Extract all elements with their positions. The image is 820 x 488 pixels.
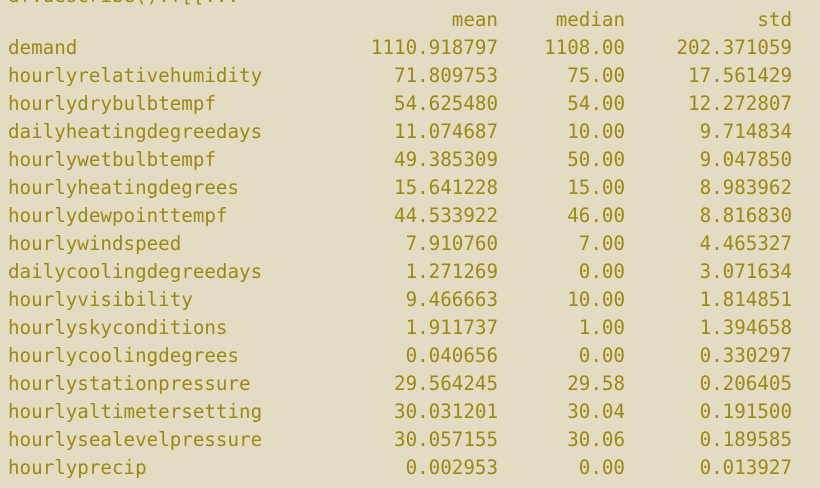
clipped-code-line: df.describe().T[[...	[8, 0, 239, 6]
cell-mean: 29.564245	[394, 372, 498, 395]
table-row: hourlyvisibility 9.466663 10.00 1.814851	[0, 286, 820, 314]
row-label: dailyheatingdegreedays	[8, 120, 263, 143]
cell-std: 0.330297	[699, 344, 792, 367]
cell-median: 29.58	[567, 372, 625, 395]
cell-mean: 11.074687	[394, 120, 498, 143]
cell-mean: 1.271269	[405, 260, 498, 283]
row-label: hourlyskyconditions	[8, 316, 228, 339]
row-label: hourlyheatingdegrees	[8, 176, 240, 199]
table-row: hourlysealevelpressure 30.057155 30.06 0.18…	[0, 426, 820, 454]
table-row: hourlyrelativehumidity 71.809753 75.00 17.5…	[0, 62, 820, 90]
cell-std: 8.983962	[699, 176, 792, 199]
row-label: hourlystationpressure	[8, 372, 251, 395]
cell-median: 0.00	[578, 344, 625, 367]
cell-std: 0.191500	[699, 400, 792, 423]
cell-median: 30.04	[567, 400, 625, 423]
column-header-median: median	[555, 8, 625, 31]
cell-median: 50.00	[567, 148, 625, 171]
row-label: hourlywetbulbtempf	[8, 148, 216, 171]
cell-std: 17.561429	[688, 64, 792, 87]
cell-mean: 9.466663	[405, 288, 498, 311]
cell-std: 0.013927	[699, 456, 792, 479]
cell-mean: 71.809753	[394, 64, 498, 87]
cell-median: 1.00	[578, 316, 625, 339]
row-label: hourlyprecip	[8, 456, 147, 479]
cell-mean: 44.533922	[394, 204, 498, 227]
cell-median: 54.00	[567, 92, 625, 115]
row-label: hourlywindspeed	[8, 232, 182, 255]
column-header-mean: mean	[451, 8, 498, 31]
cell-median: 75.00	[567, 64, 625, 87]
cell-mean: 49.385309	[394, 148, 498, 171]
row-label: hourlycoolingdegrees	[8, 344, 240, 367]
cell-mean: 1.911737	[405, 316, 498, 339]
cell-std: 1.394658	[699, 316, 792, 339]
cell-mean: 30.057155	[394, 428, 498, 451]
table-row: hourlystationpressure 29.564245 29.58 0.206…	[0, 370, 820, 398]
row-label: hourlydewpointtempf	[8, 204, 228, 227]
table-row: hourlydewpointtempf 44.533922 46.00 8.81683…	[0, 202, 820, 230]
cell-std: 12.272807	[688, 92, 792, 115]
cell-median: 15.00	[567, 176, 625, 199]
cell-std: 3.071634	[699, 260, 792, 283]
cell-median: 10.00	[567, 120, 625, 143]
cell-mean: 54.625480	[394, 92, 498, 115]
table-row: dailycoolingdegreedays 1.271269 0.00 3.0716…	[0, 258, 820, 286]
cell-mean: 0.002953	[405, 456, 498, 479]
cell-median: 30.06	[567, 428, 625, 451]
cell-std: 1.814851	[699, 288, 792, 311]
header-row: mean median std	[0, 6, 820, 34]
table-row: demand 1110.918797 1108.00 202.371059	[0, 34, 820, 62]
table-row: hourlydrybulbtempf 54.625480 54.00 12.27280…	[0, 90, 820, 118]
table-row: hourlycoolingdegrees 0.040656 0.00 0.330297	[0, 342, 820, 370]
row-label: hourlydrybulbtempf	[8, 92, 216, 115]
row-label: hourlyvisibility	[8, 288, 193, 311]
cell-mean: 30.031201	[394, 400, 498, 423]
cell-median: 7.00	[578, 232, 625, 255]
cell-std: 9.714834	[699, 120, 792, 143]
row-label: dailycoolingdegreedays	[8, 260, 263, 283]
cell-mean: 0.040656	[405, 344, 498, 367]
cell-std: 8.816830	[699, 204, 792, 227]
table-row: hourlywindspeed 7.910760 7.00 4.465327	[0, 230, 820, 258]
cell-median: 10.00	[567, 288, 625, 311]
table-row: hourlyheatingdegrees 15.641228 15.00 8.9839…	[0, 174, 820, 202]
cell-median: 0.00	[578, 260, 625, 283]
row-label: hourlyrelativehumidity	[8, 64, 263, 87]
table-row: hourlywetbulbtempf 49.385309 50.00 9.047850	[0, 146, 820, 174]
cell-mean: 7.910760	[405, 232, 498, 255]
cell-std: 0.189585	[699, 428, 792, 451]
cell-std: 9.047850	[699, 148, 792, 171]
cell-std: 4.465327	[699, 232, 792, 255]
cell-std: 202.371059	[676, 36, 792, 59]
table-row: hourlyaltimetersetting 30.031201 30.04 0.19…	[0, 398, 820, 426]
table-row: dailyheatingdegreedays 11.074687 10.00 9.71…	[0, 118, 820, 146]
cell-mean: 1110.918797	[370, 36, 498, 59]
row-label: hourlyaltimetersetting	[8, 400, 263, 423]
cell-median: 46.00	[567, 204, 625, 227]
table-row: hourlyprecip 0.002953 0.00 0.013927	[0, 454, 820, 482]
row-label: hourlysealevelpressure	[8, 428, 263, 451]
column-header-std: std	[757, 8, 792, 31]
cell-median: 1108.00	[544, 36, 625, 59]
cell-median: 0.00	[578, 456, 625, 479]
cell-std: 0.206405	[699, 372, 792, 395]
row-label: demand	[8, 36, 78, 59]
table-row: hourlyskyconditions 1.911737 1.00 1.394658	[0, 314, 820, 342]
cell-mean: 15.641228	[394, 176, 498, 199]
